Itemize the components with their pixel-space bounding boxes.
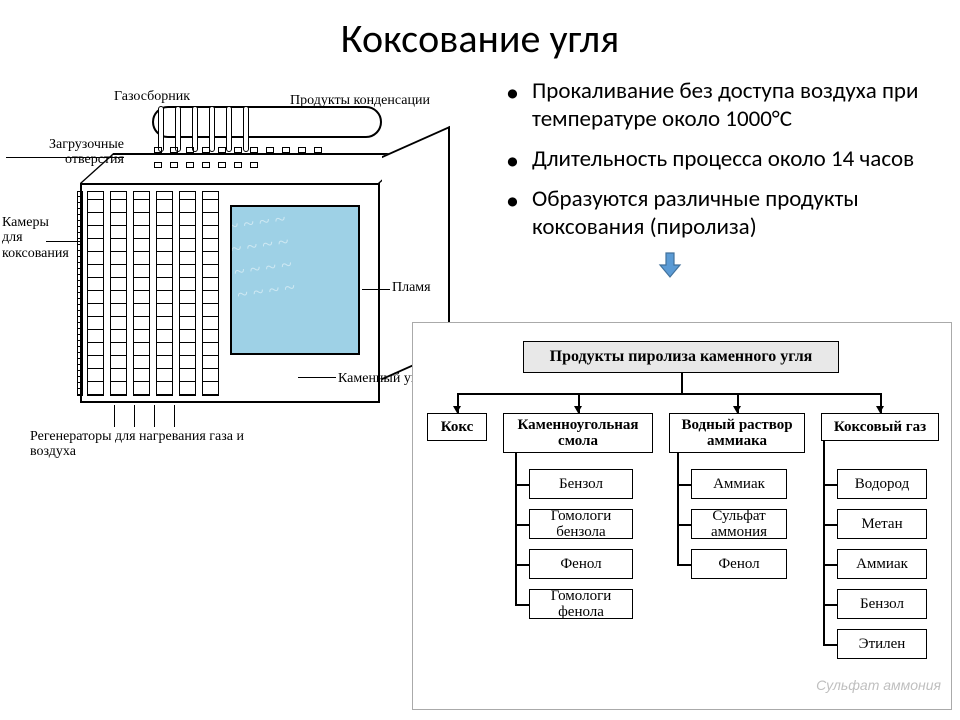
bullet-item: Прокаливание без доступа воздуха при тем… (524, 77, 942, 133)
side-grid (77, 191, 83, 396)
vertical-chambers (87, 191, 219, 396)
edge (677, 453, 679, 564)
label-gas-collector: Газосборник (114, 89, 190, 104)
page-title: Коксование угля (0, 0, 960, 69)
label-regenerators: Регенераторы для нагревания газа и возду… (30, 429, 290, 460)
leader-line (362, 289, 390, 290)
down-arrow-icon (656, 251, 684, 279)
category-node: Кокс (427, 413, 487, 441)
item-node: Бензол (837, 589, 927, 619)
arrowhead (733, 406, 741, 413)
label-chambers: Камеры для коксования (2, 215, 72, 261)
item-node: Фенол (529, 549, 633, 579)
edge (823, 441, 825, 644)
item-node: Метан (837, 509, 927, 539)
bullet-item: Образуются различные продукты коксования… (524, 185, 942, 241)
edge (677, 484, 691, 486)
arrowhead (453, 406, 461, 413)
leader-line (134, 405, 135, 427)
item-node: Бензол (529, 469, 633, 499)
edge (823, 604, 837, 606)
arrowhead (574, 406, 582, 413)
item-node: Гомологи бензола (529, 509, 633, 539)
edge (823, 564, 837, 566)
pyrolysis-products-chart: Продукты пиролиза каменного угля Кокс Каме… (412, 322, 952, 710)
item-node: Гомологи фенола (529, 589, 633, 619)
leader-line (114, 405, 115, 427)
leader-line (298, 377, 336, 378)
edge (681, 373, 683, 393)
leader-line (154, 405, 155, 427)
edge (823, 644, 837, 646)
category-node: Водный раствор аммиака (669, 413, 805, 453)
bullet-list: Прокаливание без доступа воздуха при тем… (496, 77, 942, 241)
item-node: Аммиак (691, 469, 787, 499)
item-node: Сульфат аммония (691, 509, 787, 539)
loading-holes-dots (150, 146, 340, 176)
bullet-item: Длительность процесса около 14 часов (524, 145, 942, 173)
item-node: Водород (837, 469, 927, 499)
root-node: Продукты пиролиза каменного угля (523, 341, 839, 373)
arrowhead (876, 406, 884, 413)
edge (515, 604, 529, 606)
edge (515, 453, 517, 604)
watermark-text: Сульфат аммония (816, 677, 941, 693)
leader-line (174, 405, 175, 427)
label-loading-holes: Загрузочные отверстия (4, 137, 124, 168)
label-cond-products: Продукты конденсации (290, 93, 430, 108)
category-node: Коксовый газ (821, 413, 939, 441)
edge (823, 484, 837, 486)
item-node: Аммиак (837, 549, 927, 579)
item-node: Фенол (691, 549, 787, 579)
edge (515, 524, 529, 526)
edge (823, 524, 837, 526)
label-flame: Пламя (392, 280, 431, 295)
edge (515, 484, 529, 486)
item-node: Этилен (837, 629, 927, 659)
category-node: Каменноугольная смола (503, 413, 653, 453)
edge (677, 524, 691, 526)
flame-cutaway: ~ ~ ~ ~~ ~ ~ ~~ ~ ~ ~~ ~ ~ ~ (230, 205, 360, 355)
edge (515, 564, 529, 566)
edge (457, 393, 880, 395)
edge (677, 564, 691, 566)
